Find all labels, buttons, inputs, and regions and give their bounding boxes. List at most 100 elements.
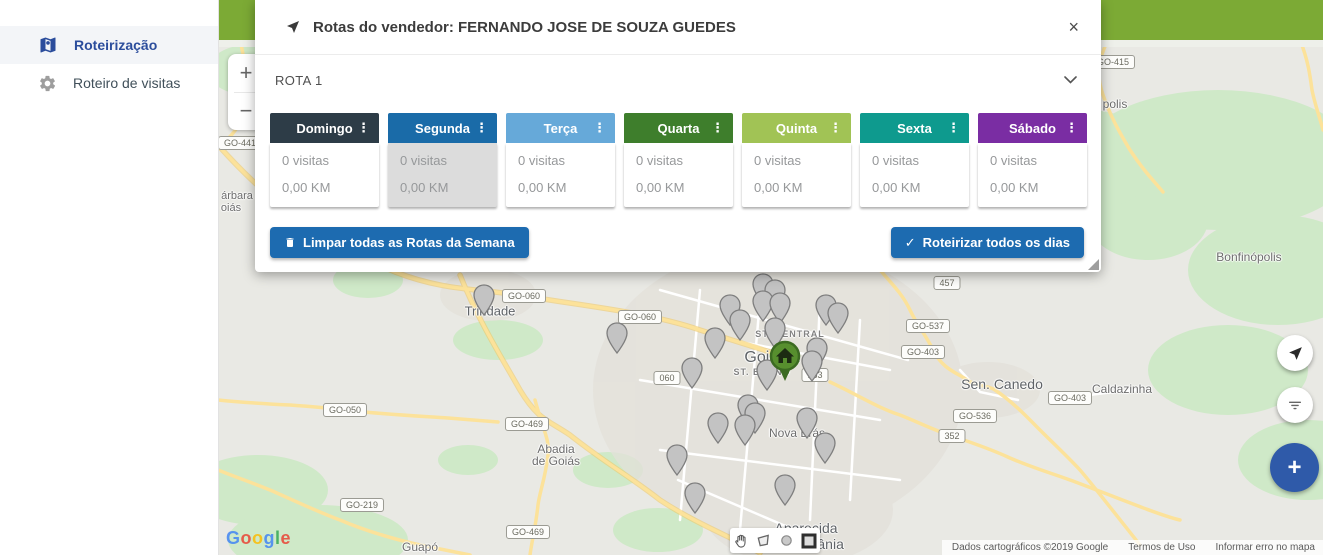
kebab-menu-icon[interactable]: ⋮ <box>475 120 488 135</box>
visit-marker[interactable] <box>704 327 726 364</box>
road-shield: 457 <box>933 276 961 290</box>
kebab-menu-icon[interactable]: ⋮ <box>593 120 606 135</box>
day-card: Quarta ⋮ 0 visitas 0,00 KM <box>624 113 733 207</box>
visit-marker[interactable] <box>666 444 688 481</box>
day-distance: 0,00 KM <box>990 180 1039 195</box>
day-card-header[interactable]: Quarta ⋮ <box>624 113 733 143</box>
day-visits: 0 visitas <box>518 153 565 168</box>
map-label: Sen. Canedo <box>961 376 1043 392</box>
map-label: Bonfinópolis <box>1216 250 1282 264</box>
check-icon: ✓ <box>904 234 916 250</box>
visit-marker[interactable] <box>684 482 706 519</box>
day-label: Domingo <box>296 120 353 136</box>
sidebar-item-label: Roteirização <box>74 37 158 53</box>
chevron-down-icon[interactable] <box>1064 76 1077 84</box>
day-card-header[interactable]: Quinta ⋮ <box>742 113 851 143</box>
filter-button[interactable] <box>1277 387 1313 423</box>
sidebar: Roteirização Roteiro de visitas <box>0 0 219 555</box>
map-label: polis <box>1102 97 1128 111</box>
filter-icon <box>1288 401 1302 410</box>
day-card-body: 0 visitas 0,00 KM <box>978 143 1087 207</box>
polygon-tool-icon[interactable] <box>754 531 774 551</box>
locate-button[interactable] <box>1277 335 1313 371</box>
visit-marker[interactable] <box>606 322 628 359</box>
day-card-body: 0 visitas 0,00 KM <box>270 143 379 207</box>
day-visits: 0 visitas <box>400 153 447 168</box>
day-distance: 0,00 KM <box>636 180 685 195</box>
visit-marker[interactable] <box>473 284 495 321</box>
day-card: Terça ⋮ 0 visitas 0,00 KM <box>506 113 615 207</box>
report-map-error-link[interactable]: Informar erro no mapa <box>1215 542 1316 553</box>
day-card-body: 0 visitas 0,00 KM <box>860 143 969 207</box>
day-card-header[interactable]: Sábado ⋮ <box>978 113 1087 143</box>
drawing-toolbar <box>730 528 820 553</box>
sidebar-item-label: Roteiro de visitas <box>73 75 181 91</box>
gear-icon <box>40 75 56 91</box>
road-shield: GO-469 <box>505 525 551 539</box>
clear-all-routes-button[interactable]: Limpar todas as Rotas da Semana <box>270 227 529 258</box>
kebab-menu-icon[interactable]: ⋮ <box>357 120 370 135</box>
kebab-menu-icon[interactable]: ⋮ <box>829 120 842 135</box>
road-shield: GO-536 <box>952 409 998 423</box>
zoom-in-button[interactable]: + <box>239 59 253 85</box>
route-selector[interactable]: ROTA 1 <box>255 55 1101 105</box>
visit-marker[interactable] <box>814 432 836 469</box>
visit-marker[interactable] <box>827 302 849 339</box>
trash-icon <box>286 238 294 247</box>
day-card-body: 0 visitas 0,00 KM <box>624 143 733 207</box>
home-marker[interactable] <box>767 339 803 388</box>
day-card-body: 0 visitas 0,00 KM <box>506 143 615 207</box>
rectangle-tool-icon[interactable] <box>799 531 819 551</box>
route-all-days-button[interactable]: ✓ Roteirizar todos os dias <box>890 227 1084 258</box>
road-shield: GO-469 <box>504 417 550 431</box>
road-shield: 060 <box>653 371 681 385</box>
road-shield: GO-219 <box>339 498 385 512</box>
map-label: de Goiás <box>531 454 581 468</box>
day-label: Terça <box>543 120 578 136</box>
road-shield: GO-403 <box>1047 391 1093 405</box>
modal-title: Rotas do vendedor: FERNANDO JOSE DE SOUZ… <box>313 18 736 36</box>
day-distance: 0,00 KM <box>754 180 803 195</box>
map-label: árbara <box>221 190 253 202</box>
terms-of-use-link[interactable]: Termos de Uso <box>1128 542 1196 553</box>
visit-marker[interactable] <box>801 350 823 387</box>
sidebar-item-roteirizacao[interactable]: Roteirização <box>0 26 218 64</box>
close-icon[interactable]: × <box>1068 17 1079 37</box>
pan-hand-icon[interactable] <box>731 531 751 551</box>
map-label: oiás <box>220 202 242 214</box>
day-card: Sábado ⋮ 0 visitas 0,00 KM <box>978 113 1087 207</box>
plus-icon: + <box>1287 453 1302 481</box>
road-shield: GO-060 <box>501 289 547 303</box>
add-button[interactable]: + <box>1270 443 1319 492</box>
modal-header: Rotas do vendedor: FERNANDO JOSE DE SOUZ… <box>255 0 1101 55</box>
day-distance: 0,00 KM <box>872 180 921 195</box>
navigation-arrow-icon <box>287 21 299 33</box>
kebab-menu-icon[interactable]: ⋮ <box>711 120 724 135</box>
visit-marker[interactable] <box>774 474 796 511</box>
modal-actions: Limpar todas as Rotas da Semana ✓ Roteir… <box>255 207 1101 258</box>
day-card: Domingo ⋮ 0 visitas 0,00 KM <box>270 113 379 207</box>
map-label: Abadia <box>537 442 575 456</box>
sidebar-item-roteiro-de-visitas[interactable]: Roteiro de visitas <box>0 64 218 102</box>
day-distance: 0,00 KM <box>400 180 449 195</box>
day-label: Segunda <box>415 120 470 136</box>
modal-resize-handle[interactable] <box>1088 259 1099 270</box>
visit-marker[interactable] <box>796 407 818 444</box>
day-card-header[interactable]: Sexta ⋮ <box>860 113 969 143</box>
visit-marker[interactable] <box>707 412 729 449</box>
road-shield: 352 <box>938 429 966 443</box>
kebab-menu-icon[interactable]: ⋮ <box>947 120 960 135</box>
day-card-body: 0 visitas 0,00 KM <box>742 143 851 207</box>
day-card-header[interactable]: Segunda ⋮ <box>388 113 497 143</box>
day-label: Sexta <box>897 120 932 136</box>
visit-marker[interactable] <box>681 357 703 394</box>
kebab-menu-icon[interactable]: ⋮ <box>1065 120 1078 135</box>
day-card-header[interactable]: Domingo ⋮ <box>270 113 379 143</box>
zoom-out-button[interactable]: − <box>239 98 253 124</box>
day-label: Sábado <box>1009 120 1056 136</box>
visit-marker[interactable] <box>734 414 756 451</box>
day-card-header[interactable]: Terça ⋮ <box>506 113 615 143</box>
visit-marker[interactable] <box>729 309 751 346</box>
clear-all-routes-label: Limpar todas as Rotas da Semana <box>303 235 515 250</box>
circle-tool-icon[interactable] <box>776 531 796 551</box>
